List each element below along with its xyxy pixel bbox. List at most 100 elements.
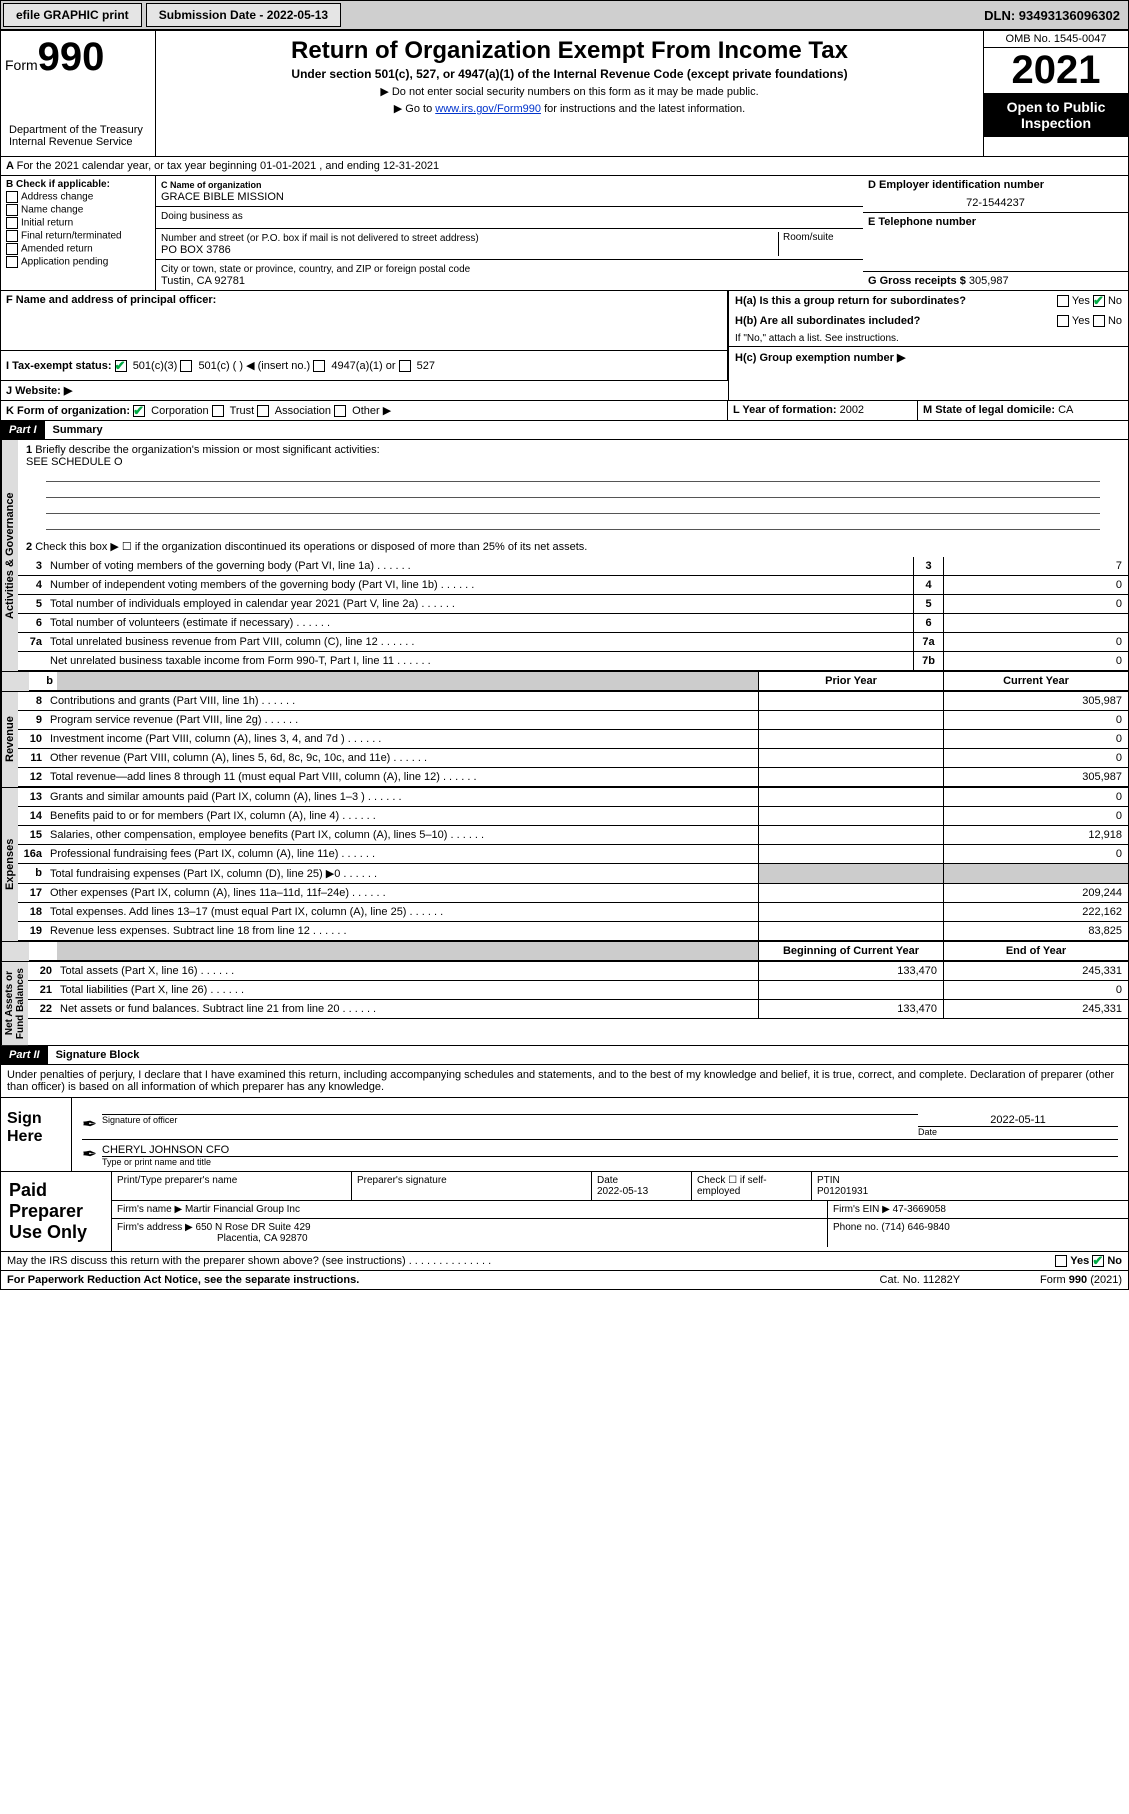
line-10: 10Investment income (Part VIII, column (… — [18, 730, 1128, 749]
section-fhij: F Name and address of principal officer:… — [0, 291, 1129, 401]
chk-app-pending[interactable]: Application pending — [6, 256, 150, 268]
form-footer: Form 990 (2021) — [1040, 1274, 1122, 1286]
line-b: bTotal fundraising expenses (Part IX, co… — [18, 864, 1128, 884]
year-formation: 2002 — [840, 404, 864, 416]
line-18: 18Total expenses. Add lines 13–17 (must … — [18, 903, 1128, 922]
line-11: 11Other revenue (Part VIII, column (A), … — [18, 749, 1128, 768]
irs-link[interactable]: www.irs.gov/Form990 — [435, 103, 541, 115]
dba-label: Doing business as — [161, 211, 243, 222]
tax-year: 2021 — [984, 48, 1128, 93]
part2-header: Part II — [1, 1046, 48, 1064]
firm-ein-label: Firm's EIN ▶ — [833, 1204, 890, 1215]
irs-discuss-row: May the IRS discuss this return with the… — [0, 1252, 1129, 1271]
form-title: Return of Organization Exempt From Incom… — [162, 37, 977, 65]
chk-initial-return[interactable]: Initial return — [6, 217, 150, 229]
city-label: City or town, state or province, country… — [161, 264, 470, 275]
d-ein-label: D Employer identification number — [868, 179, 1044, 191]
signature-block: Sign Here ✒ Signature of officer 2022-05… — [0, 1098, 1129, 1172]
q2-text: Check this box ▶ ☐ if the organization d… — [35, 541, 587, 553]
col-end: End of Year — [943, 942, 1128, 960]
line-22: 22Net assets or fund balances. Subtract … — [28, 1000, 1128, 1019]
firm-phone: (714) 646-9840 — [881, 1222, 949, 1233]
sig-name: CHERYL JOHNSON CFO — [102, 1144, 1118, 1156]
prep-h2: Preparer's signature — [352, 1172, 592, 1200]
line-14: 14Benefits paid to or for members (Part … — [18, 807, 1128, 826]
chk-trust[interactable] — [212, 405, 224, 417]
hb-label: H(b) Are all subordinates included? — [735, 315, 920, 327]
q1-answer: SEE SCHEDULE O — [26, 456, 123, 468]
line-17: 17Other expenses (Part IX, column (A), l… — [18, 884, 1128, 903]
chk-527[interactable] — [399, 360, 411, 372]
chk-discuss-yes[interactable] — [1055, 1255, 1067, 1267]
ha-label: H(a) Is this a group return for subordin… — [735, 295, 966, 307]
chk-hb-yes[interactable] — [1057, 315, 1069, 327]
chk-final-return[interactable]: Final return/terminated — [6, 230, 150, 242]
gross-receipts: 305,987 — [969, 275, 1009, 287]
j-website-label: J Website: ▶ — [6, 385, 72, 397]
chk-amended[interactable]: Amended return — [6, 243, 150, 255]
activities-governance: Activities & Governance 1 Briefly descri… — [0, 440, 1129, 672]
line-12: 12Total revenue—add lines 8 through 11 (… — [18, 768, 1128, 787]
org-address: PO BOX 3786 — [161, 244, 231, 256]
sign-here-label: Sign Here — [1, 1098, 71, 1171]
org-city: Tustin, CA 92781 — [161, 275, 245, 287]
org-name: GRACE BIBLE MISSION — [161, 191, 284, 203]
chk-4947[interactable] — [313, 360, 325, 372]
chk-other[interactable] — [334, 405, 346, 417]
part1-title: Summary — [45, 421, 111, 439]
firm-name: Martir Financial Group Inc — [185, 1204, 300, 1215]
dept-label: Department of the Treasury Internal Reve… — [5, 120, 151, 152]
firm-name-label: Firm's name ▶ — [117, 1204, 182, 1215]
penalty-text: Under penalties of perjury, I declare th… — [0, 1065, 1129, 1098]
i-tax-status-label: I Tax-exempt status: — [6, 360, 112, 372]
state-domicile: CA — [1058, 404, 1073, 416]
chk-ha-no[interactable] — [1093, 295, 1105, 307]
line-21: 21Total liabilities (Part X, line 26)0 — [28, 981, 1128, 1000]
section-bcdefg: B Check if applicable: Address change Na… — [0, 176, 1129, 291]
gov-line-7b: Net unrelated business taxable income fr… — [18, 652, 1128, 671]
form-header: Form990 Department of the Treasury Inter… — [0, 30, 1129, 157]
vlabel-netassets: Net Assets or Fund Balances — [1, 962, 28, 1045]
chk-corp[interactable] — [133, 405, 145, 417]
c-name-label: C Name of organization — [161, 180, 262, 190]
top-bar: efile GRAPHIC print Submission Date - 20… — [0, 0, 1129, 30]
chk-address-change[interactable]: Address change — [6, 191, 150, 203]
chk-discuss-no[interactable] — [1092, 1255, 1104, 1267]
chk-ha-yes[interactable] — [1057, 295, 1069, 307]
prep-h1: Print/Type preparer's name — [112, 1172, 352, 1200]
chk-501c[interactable] — [180, 360, 192, 372]
expenses-block: Expenses 13Grants and similar amounts pa… — [0, 788, 1129, 942]
sig-officer-label: Signature of officer — [102, 1114, 918, 1125]
prep-date: 2022-05-13 — [597, 1186, 648, 1197]
gov-line-5: 5Total number of individuals employed in… — [18, 595, 1128, 614]
dln-label: DLN: 93493136096302 — [984, 8, 1128, 23]
line-19: 19Revenue less expenses. Subtract line 1… — [18, 922, 1128, 941]
col-begin: Beginning of Current Year — [758, 942, 943, 960]
chk-name-change[interactable]: Name change — [6, 204, 150, 216]
firm-ein: 47-3669058 — [893, 1204, 946, 1215]
vlabel-governance: Activities & Governance — [1, 440, 18, 671]
paperwork-row: For Paperwork Reduction Act Notice, see … — [0, 1271, 1129, 1290]
room-label: Room/suite — [778, 232, 858, 256]
prep-ptin: P01201931 — [817, 1186, 868, 1197]
netassets-block: Net Assets or Fund Balances 20Total asse… — [0, 962, 1129, 1046]
chk-501c3[interactable] — [115, 360, 127, 372]
submission-date-button[interactable]: Submission Date - 2022-05-13 — [146, 3, 341, 27]
revenue-block: Revenue 8Contributions and grants (Part … — [0, 692, 1129, 788]
line-a: A For the 2021 calendar year, or tax yea… — [1, 157, 1128, 175]
col-headers-1: bPrior YearCurrent Year — [0, 672, 1129, 692]
preparer-label: Paid Preparer Use Only — [1, 1172, 111, 1251]
section-klm: K Form of organization: Corporation Trus… — [0, 401, 1129, 421]
cat-no: Cat. No. 11282Y — [880, 1274, 961, 1286]
gov-line-6: 6Total number of volunteers (estimate if… — [18, 614, 1128, 633]
col-headers-2: Beginning of Current YearEnd of Year — [0, 942, 1129, 962]
firm-phone-label: Phone no. — [833, 1222, 879, 1233]
vlabel-expenses: Expenses — [1, 788, 18, 941]
prep-h3: Date — [597, 1175, 618, 1186]
chk-hb-no[interactable] — [1093, 315, 1105, 327]
line-13: 13Grants and similar amounts paid (Part … — [18, 788, 1128, 807]
form-number: 990 — [38, 35, 105, 79]
efile-print-button[interactable]: efile GRAPHIC print — [3, 3, 142, 27]
chk-assoc[interactable] — [257, 405, 269, 417]
line-8: 8Contributions and grants (Part VIII, li… — [18, 692, 1128, 711]
